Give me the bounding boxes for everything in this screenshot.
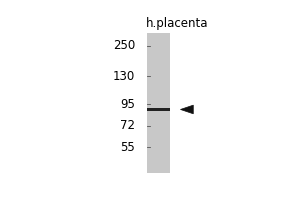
Text: 130: 130 [113, 70, 135, 83]
Polygon shape [181, 105, 193, 114]
Text: 95: 95 [120, 98, 135, 111]
Text: 55: 55 [120, 141, 135, 154]
Text: 72: 72 [120, 119, 135, 132]
Text: h.placenta: h.placenta [146, 17, 208, 30]
Bar [147, 33, 170, 173]
Text: 250: 250 [113, 39, 135, 52]
Bar [147, 108, 170, 111]
